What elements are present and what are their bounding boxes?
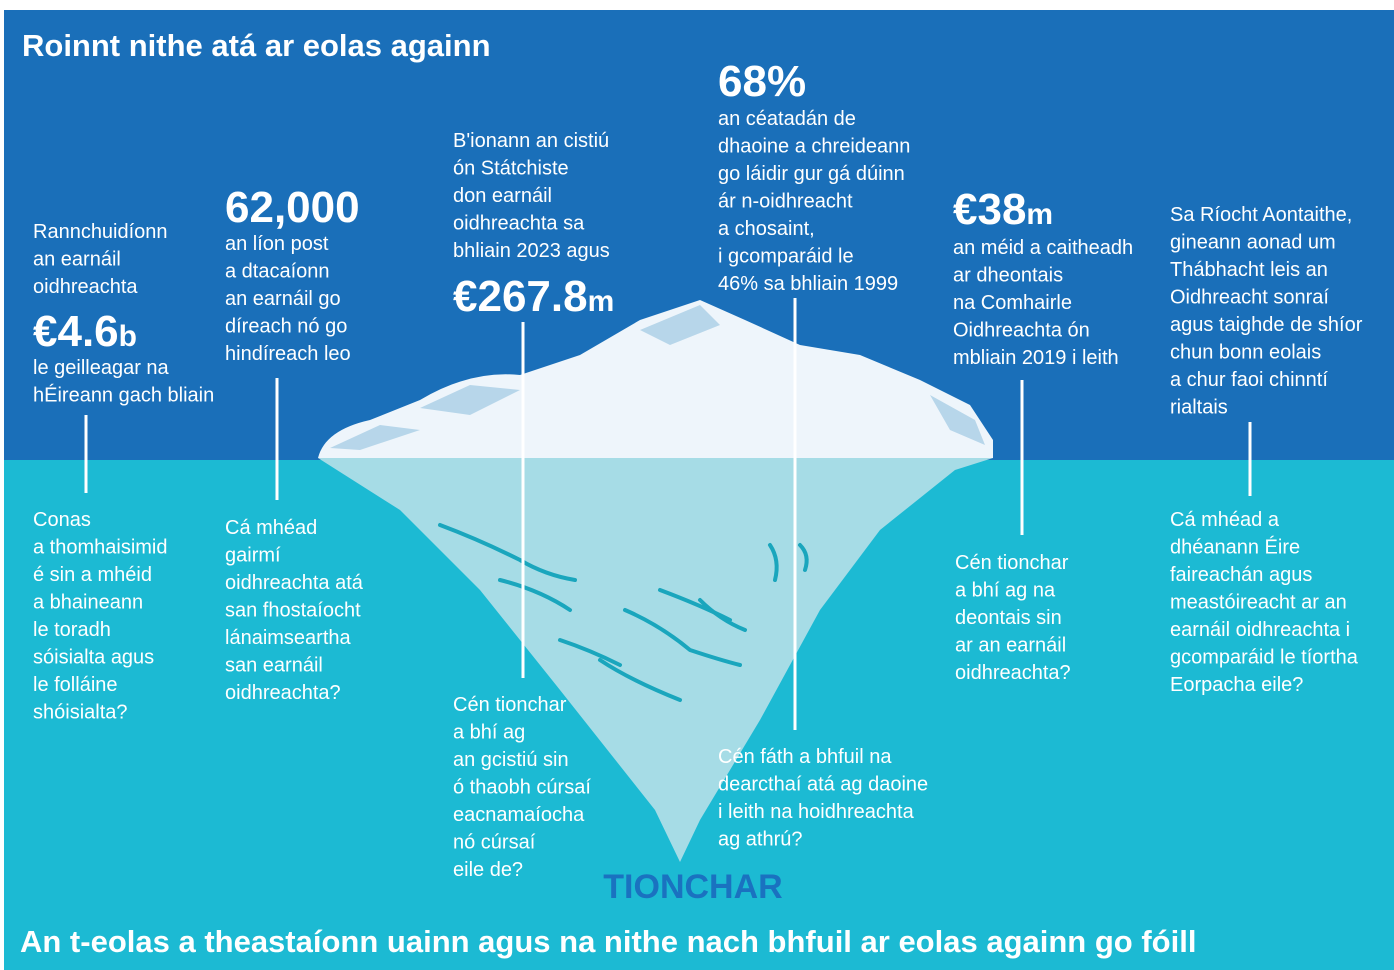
figure-value: €4.6 bbox=[33, 307, 119, 356]
text-line: an líon post bbox=[225, 233, 329, 255]
text-line: Conas bbox=[33, 509, 91, 531]
text-line: oidhreachta sa bbox=[453, 213, 585, 235]
text-line: lánaimseartha bbox=[225, 627, 352, 649]
text-line: go láidir gur gá dúinn bbox=[718, 163, 905, 185]
text-line: 46% sa bhliain 1999 bbox=[718, 273, 898, 295]
text-line: earnáil oidhreachta i bbox=[1170, 619, 1350, 641]
text-line: deontais sin bbox=[955, 607, 1062, 629]
text-line: nó cúrsaí bbox=[453, 832, 536, 854]
text-line: Cá mhéad bbox=[225, 517, 317, 539]
text-line: meastóireacht ar an bbox=[1170, 592, 1347, 614]
text-line: Oidhreacht sonraí bbox=[1170, 287, 1329, 309]
text-line: gairmí bbox=[225, 545, 281, 567]
text-line: sóisialta agus bbox=[33, 647, 154, 669]
text-line: agus taighde de shíor bbox=[1170, 314, 1363, 336]
text-line: dhéanann Éire bbox=[1170, 536, 1300, 559]
text-line: chun bonn eolais bbox=[1170, 342, 1321, 364]
text-line: na Comhairle bbox=[953, 292, 1072, 314]
text-line: a chosaint, bbox=[718, 218, 815, 240]
text-line: oidhreachta? bbox=[225, 682, 341, 704]
text-line: gineann aonad um bbox=[1170, 232, 1336, 254]
text-line: a bhaineann bbox=[33, 592, 143, 614]
text-line: le folláine bbox=[33, 674, 118, 696]
text-line: Cén tionchar bbox=[453, 694, 567, 716]
infographic: Roinnt nithe atá ar eolas againn An t-eo… bbox=[0, 0, 1394, 970]
text-line: Cá mhéad a bbox=[1170, 509, 1280, 531]
text-line: a bhí ag na bbox=[955, 580, 1056, 602]
text-line: Cén fáth a bhfuil na bbox=[718, 746, 892, 768]
text-line: hÉireann gach bliain bbox=[33, 384, 214, 407]
text-line: oidhreachta? bbox=[955, 662, 1071, 684]
text-line: Cén tionchar bbox=[955, 552, 1069, 574]
text-line: shóisialta? bbox=[33, 702, 128, 724]
text-line: mbliain 2019 i leith bbox=[953, 347, 1119, 369]
figure-unit: m bbox=[588, 285, 615, 318]
text-line: rialtais bbox=[1170, 397, 1228, 419]
figure-value: 68% bbox=[718, 57, 806, 106]
text-line: B'ionann an cistiú bbox=[453, 130, 609, 152]
text-line: a bhí ag bbox=[453, 722, 525, 744]
text-line: san earnáil bbox=[225, 655, 323, 677]
text-line: Sa Ríocht Aontaithe, bbox=[1170, 204, 1352, 226]
text-line: Rannchuidíonn bbox=[33, 221, 168, 243]
impact-label: TIONCHAR bbox=[603, 868, 782, 906]
figure-unit: m bbox=[1026, 198, 1053, 231]
text-line: an earnáil bbox=[33, 249, 121, 271]
text-line: ar dheontais bbox=[953, 265, 1063, 287]
text-line: Oidhreachta ón bbox=[953, 320, 1090, 342]
text-line: díreach nó go bbox=[225, 316, 347, 338]
text-line: faireachán agus bbox=[1170, 564, 1312, 586]
text-line: le toradh bbox=[33, 619, 111, 641]
text-line: eile de? bbox=[453, 859, 523, 881]
text-line: ag athrú? bbox=[718, 829, 803, 851]
title: Roinnt nithe atá ar eolas againn bbox=[22, 28, 491, 63]
text-line: Thábhacht leis an bbox=[1170, 259, 1328, 281]
text-line: a dtacaíonn bbox=[225, 261, 330, 283]
text-line: san fhostaíocht bbox=[225, 600, 361, 622]
text-line: hindíreach leo bbox=[225, 343, 351, 365]
text-line: ón Státchiste bbox=[453, 158, 569, 180]
text-line: oidhreachta atá bbox=[225, 572, 364, 594]
text-line: gcomparáid le tíortha bbox=[1170, 647, 1359, 669]
text-line: don earnáil bbox=[453, 185, 552, 207]
text-line: eacnamaíocha bbox=[453, 804, 585, 826]
text-line: ó thaobh cúrsaí bbox=[453, 777, 591, 799]
text-line: ar an earnáil bbox=[955, 635, 1066, 657]
text-line: le geilleagar na bbox=[33, 357, 170, 379]
text-line: an earnáil go bbox=[225, 288, 341, 310]
text-line: é sin a mhéid bbox=[33, 564, 152, 586]
text-line: i leith na hoidhreachta bbox=[718, 801, 915, 823]
text-line: an méid a caitheadh bbox=[953, 237, 1133, 259]
footer-title: An t-eolas a theastaíonn uainn agus na n… bbox=[20, 924, 1196, 959]
figure-value: €38 bbox=[953, 185, 1026, 234]
text-line: ár n-oidhreacht bbox=[718, 191, 853, 213]
figure-value: 62,000 bbox=[225, 183, 360, 232]
text-line: i gcomparáid le bbox=[718, 246, 854, 268]
key-figure: 62,000 bbox=[225, 183, 360, 232]
figure-value: €267.8 bbox=[453, 272, 588, 321]
text-line: an gcistiú sin bbox=[453, 749, 569, 771]
figure-unit: b bbox=[119, 320, 137, 353]
text-line: bhliain 2023 agus bbox=[453, 240, 610, 262]
text-line: oidhreachta bbox=[33, 276, 138, 298]
text-line: dhaoine a chreideann bbox=[718, 136, 910, 158]
text-line: dearcthaí atá ag daoine bbox=[718, 774, 928, 796]
text-line: a thomhaisimid bbox=[33, 537, 168, 559]
text-line: an céatadán de bbox=[718, 108, 856, 130]
text-line: a chur faoi chinntí bbox=[1170, 369, 1328, 391]
key-figure: 68% bbox=[718, 57, 806, 106]
text-line: Eorpacha eile? bbox=[1170, 674, 1303, 696]
